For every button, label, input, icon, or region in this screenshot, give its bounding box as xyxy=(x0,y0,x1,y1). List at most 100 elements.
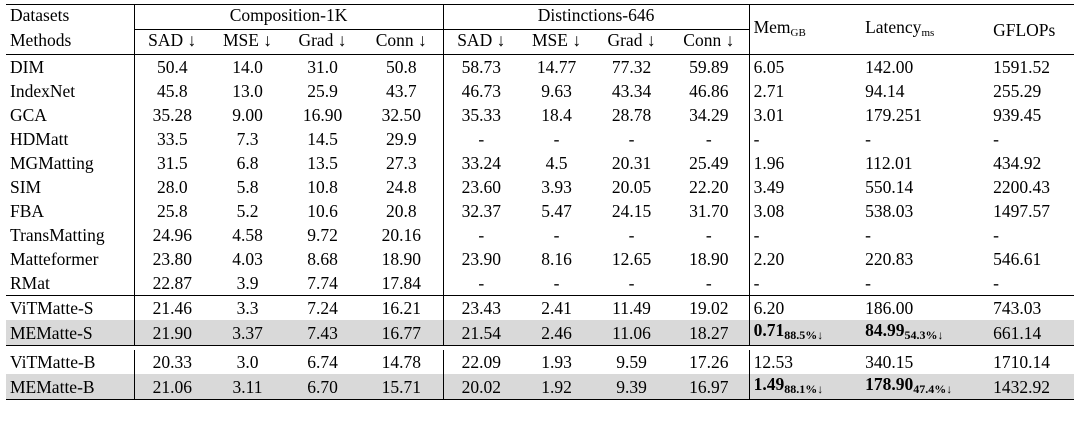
cell: 27.3 xyxy=(385,153,417,173)
cell: 32.37 xyxy=(442,199,520,223)
dist-grad-header: Grad ↓ xyxy=(607,30,656,50)
table-row: FBA 25.8 5.2 10.6 20.8 32.37 5.47 24.15 31.70 3.0… xyxy=(6,199,1074,223)
cell: 46.86 xyxy=(689,81,729,101)
cell: 9.00 xyxy=(232,105,263,125)
cell: 1.92 xyxy=(519,374,595,400)
table-row: ViTMatte-B 20.33 3.0 6.74 14.78 22.09 1.… xyxy=(6,350,1074,374)
method-name: ViTMatte-S xyxy=(6,295,134,320)
small-model-rows: ViTMatte-S 21.46 3.3 7.24 16.21 23.43 2.… xyxy=(6,295,1075,346)
cell: 14.77 xyxy=(519,54,595,79)
cell: - xyxy=(865,129,871,149)
cell: 21.90 xyxy=(133,320,210,346)
cell: 743.03 xyxy=(989,295,1075,320)
cell: 5.8 xyxy=(236,177,259,197)
cell: 9.63 xyxy=(541,81,572,101)
cell: 15.71 xyxy=(360,374,444,400)
cell: 7.24 xyxy=(285,295,360,320)
method-name: FBA xyxy=(10,201,45,221)
cell: 25.49 xyxy=(689,153,729,173)
cell: 29.9 xyxy=(385,129,417,149)
cell: 50.8 xyxy=(360,54,444,79)
method-name: TransMatting xyxy=(10,225,105,245)
cell: 31.70 xyxy=(689,201,729,221)
cell: 14.0 xyxy=(210,54,285,79)
cell: 33.24 xyxy=(442,151,520,175)
cell: - xyxy=(993,225,999,245)
cell: 11.06 xyxy=(594,320,670,346)
cell: 1.96 xyxy=(748,151,862,175)
method-name: HDMatt xyxy=(10,129,69,149)
cell: 1.93 xyxy=(541,352,572,372)
distinctions-646-header: Distinctions-646 xyxy=(442,4,750,30)
cell: 112.01 xyxy=(865,153,913,173)
cell: 33.5 xyxy=(133,127,210,151)
cell: 43.34 xyxy=(611,81,652,101)
comp-mse-header: MSE ↓ xyxy=(222,30,273,50)
table-row: HDMatt 33.5 7.3 14.5 29.9- - - - - - - xyxy=(6,127,1074,151)
cell: - xyxy=(748,223,862,247)
method-name: IndexNet xyxy=(10,81,76,101)
cell: 20.33 xyxy=(133,350,210,374)
cell: 21.54 xyxy=(442,320,520,346)
cell: 550.14 xyxy=(865,177,914,197)
cell: 23.60 xyxy=(442,175,520,199)
cell: 3.9 xyxy=(236,273,259,293)
cell: 13.5 xyxy=(307,153,338,173)
table-row-highlight: MEMatte-S 21.90 3.37 7.43 16.77 21.54 2.… xyxy=(6,320,1075,346)
cell: 18.90 xyxy=(381,249,421,269)
cell: 3.11 xyxy=(210,374,285,400)
cell: 538.03 xyxy=(865,201,914,221)
latency-header: Latencyms xyxy=(861,4,990,55)
composition-1k-header: Composition-1K xyxy=(133,4,444,30)
cell: 10.8 xyxy=(307,177,338,197)
baseline-rows: DIM 50.4 14.0 31.0 50.8 58.73 14.77 77.32 59.89 6… xyxy=(6,54,1075,296)
table-row: SIM 28.0 5.8 10.8 24.8 23.60 3.93 20.05 22.20 3.4… xyxy=(6,175,1074,199)
method-name: RMat xyxy=(10,273,50,293)
cell: 18.90 xyxy=(689,249,729,269)
cell: 21.06 xyxy=(133,374,210,400)
cell: 186.00 xyxy=(861,295,990,320)
table-row: GCA 35.28 9.00 16.90 32.50 35.33 18.4 28.78 34.2… xyxy=(6,103,1074,127)
comp-sad-header: SAD ↓ xyxy=(133,29,210,55)
cell: 20.02 xyxy=(442,374,520,400)
method-name: Matteformer xyxy=(10,249,99,269)
table-row: IndexNet 45.8 13.0 25.9 43.7 46.73 9.63 43.34 46… xyxy=(6,79,1074,103)
latency-cell: 84.9954.3%↓ xyxy=(861,320,990,346)
cell: 9.39 xyxy=(594,374,670,400)
cell: 1432.92 xyxy=(989,374,1075,400)
method-name: ViTMatte-B xyxy=(10,352,96,372)
cell: 20.05 xyxy=(611,177,652,197)
cell: - xyxy=(442,223,520,247)
method-name: MGMatting xyxy=(10,153,94,173)
cell: 9.72 xyxy=(307,225,338,245)
cell: 6.74 xyxy=(307,352,338,372)
cell: 2200.43 xyxy=(993,177,1050,197)
dist-mse-header: MSE ↓ xyxy=(531,30,582,50)
cell: 28.0 xyxy=(133,175,210,199)
cell: 22.87 xyxy=(133,271,210,296)
cell: 50.4 xyxy=(133,54,210,79)
cell: 14.78 xyxy=(381,352,421,372)
cell: - xyxy=(705,129,712,149)
cell: 16.97 xyxy=(669,374,750,400)
cell: 4.58 xyxy=(232,225,263,245)
cell: - xyxy=(442,127,520,151)
method-name: MEMatte-B xyxy=(6,374,134,400)
cell: 6.8 xyxy=(236,153,259,173)
cell: 3.08 xyxy=(748,199,862,223)
cell: 46.73 xyxy=(442,79,520,103)
cell: 7.74 xyxy=(307,273,338,293)
dist-sad-header: SAD ↓ xyxy=(442,29,520,55)
cell: 2.20 xyxy=(748,247,862,271)
cell: - xyxy=(993,273,999,293)
results-table-container: Datasets Composition-1K Distinctions-646… xyxy=(6,4,1075,400)
cell: 31.5 xyxy=(133,151,210,175)
comparison-table: Datasets Composition-1K Distinctions-646… xyxy=(6,4,1075,400)
table-row: RMat 22.87 3.9 7.74 17.84- - - - - - - xyxy=(6,271,1074,296)
cell: 16.77 xyxy=(360,320,444,346)
cell: 9.59 xyxy=(616,352,647,372)
cell: - xyxy=(628,129,635,149)
method-name: SIM xyxy=(10,177,42,197)
cell: - xyxy=(628,225,635,245)
cell: 4.03 xyxy=(232,249,263,269)
